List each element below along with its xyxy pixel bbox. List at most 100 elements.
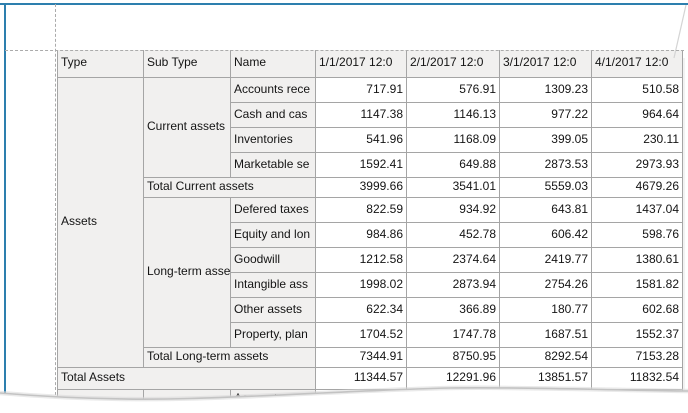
cell-value: 576.91	[406, 76, 500, 103]
cell-value: 1704.52	[315, 321, 407, 348]
cell-value: 7153.28	[591, 346, 683, 368]
page-border-top	[0, 3, 688, 5]
header-cell-name: Name	[230, 49, 316, 78]
header-cell-date-2: 2/1/2017 12:0	[406, 49, 500, 78]
cell-value: 1147.38	[315, 101, 407, 128]
cell-value: 3541.01	[406, 176, 500, 198]
cell-value: 822.59	[315, 196, 407, 223]
cell-name: Property, plan	[230, 321, 316, 348]
cell-name: Inventories	[230, 126, 316, 153]
table-row: Equity and lon 984.86 452.78 606.42 598.…	[58, 221, 683, 248]
partial-row: Accounts	[57, 388, 683, 413]
type-group-cell: Assets	[57, 76, 144, 368]
table-row: Marketable se 1592.41 649.88 2873.53 297…	[58, 151, 683, 178]
cell-value: 977.22	[499, 101, 592, 128]
partial-subtype-cell	[143, 388, 231, 413]
cell-value: 2873.94	[406, 271, 500, 298]
cell-value	[315, 388, 407, 413]
cell-name: Intangible ass	[230, 271, 316, 298]
cell-value: 510.58	[591, 76, 683, 103]
cell-name: Accounts rece	[230, 76, 316, 103]
table-row: Cash and cas 1147.38 1146.13 977.22 964.…	[58, 101, 683, 128]
page-border-left	[4, 3, 6, 394]
table-header-row: Type Sub Type Name 1/1/2017 12:0 2/1/201…	[57, 49, 683, 78]
table-row: Inventories 541.96 1168.09 399.05 230.11	[58, 126, 683, 153]
subtotal-label: Total Long-term assets	[143, 346, 316, 368]
cell-value: 5559.03	[499, 176, 592, 198]
cell-value	[406, 388, 500, 413]
cell-value: 1747.78	[406, 321, 500, 348]
table-row: Long-term assets Defered taxes 822.59 93…	[58, 196, 683, 348]
table-row: Property, plan 1704.52 1747.78 1687.51 1…	[58, 321, 683, 348]
pivot-table: Type Sub Type Name 1/1/2017 12:0 2/1/201…	[57, 49, 683, 413]
cell-value: 964.64	[591, 101, 683, 128]
cell-value: 1380.61	[591, 246, 683, 273]
cell-value: 1687.51	[499, 321, 592, 348]
cell-value: 934.92	[406, 196, 500, 223]
cell-value: 541.96	[315, 126, 407, 153]
subtotal-row-current: Total Current assets 3999.66 3541.01 555…	[58, 176, 683, 198]
cell-value: 717.91	[315, 76, 407, 103]
cell-value: 1168.09	[406, 126, 500, 153]
subtotal-label: Total Current assets	[143, 176, 316, 198]
cell-name: Accounts	[230, 388, 316, 413]
cell-value: 8750.95	[406, 346, 500, 368]
cell-value: 2419.77	[499, 246, 592, 273]
cell-value: 11832.54	[591, 366, 683, 390]
cell-value: 2873.53	[499, 151, 592, 178]
margin-guide-vertical	[55, 4, 56, 400]
cell-value: 1146.13	[406, 101, 500, 128]
header-cell-date-3: 3/1/2017 12:0	[499, 49, 592, 78]
cell-value: 598.76	[591, 221, 683, 248]
cell-value: 1212.58	[315, 246, 407, 273]
cell-value: 230.11	[591, 126, 683, 153]
cell-value: 649.88	[406, 151, 500, 178]
table-row: Assets Current assets Accounts rece 717.…	[57, 76, 683, 368]
cell-value: 8292.54	[499, 346, 592, 368]
cell-name: Defered taxes	[230, 196, 316, 223]
cell-value: 643.81	[499, 196, 592, 223]
cell-name: Equity and lon	[230, 221, 316, 248]
cell-name: Goodwill	[230, 246, 316, 273]
partial-type-cell	[57, 388, 144, 413]
cell-value: 1309.23	[499, 76, 592, 103]
subtotal-row-longterm: Total Long-term assets 7344.91 8750.95 8…	[58, 346, 683, 368]
cell-value: 602.68	[591, 296, 683, 323]
cell-value: 366.89	[406, 296, 500, 323]
cell-value: 452.78	[406, 221, 500, 248]
cell-value: 1552.37	[591, 321, 683, 348]
cell-value: 622.34	[315, 296, 407, 323]
cell-value: 3999.66	[315, 176, 407, 198]
cell-value	[591, 388, 683, 413]
cell-name: Cash and cas	[230, 101, 316, 128]
cell-value: 984.86	[315, 221, 407, 248]
cell-value: 12291.96	[406, 366, 500, 390]
cell-value: 1581.82	[591, 271, 683, 298]
header-cell-type: Type	[57, 49, 144, 78]
cell-value: 11344.57	[315, 366, 407, 390]
cell-value	[499, 388, 592, 413]
cell-value: 1592.41	[315, 151, 407, 178]
table-row: Goodwill 1212.58 2374.64 2419.77 1380.61	[58, 246, 683, 273]
cell-name: Other assets	[230, 296, 316, 323]
cell-value: 1437.04	[591, 196, 683, 223]
grand-total-row: Total Assets 11344.57 12291.96 13851.57 …	[57, 366, 683, 390]
cell-value: 13851.57	[499, 366, 592, 390]
grand-total-label: Total Assets	[57, 366, 316, 390]
cell-value: 606.42	[499, 221, 592, 248]
cell-value: 4679.26	[591, 176, 683, 198]
header-cell-date-4: 4/1/2017 12:0	[591, 49, 683, 78]
cell-value: 2973.93	[591, 151, 683, 178]
table-row: Other assets 622.34 366.89 180.77 602.68	[58, 296, 683, 323]
cell-value: 7344.91	[315, 346, 407, 368]
cell-value: 2374.64	[406, 246, 500, 273]
subtype-group-cell-longterm: Long-term assets	[143, 196, 231, 348]
cell-value: 399.05	[499, 126, 592, 153]
cell-value: 180.77	[499, 296, 592, 323]
margin-guide-horizontal	[5, 50, 684, 51]
header-cell-date-1: 1/1/2017 12:0	[315, 49, 407, 78]
subtype-group-cell-current: Current assets	[143, 76, 231, 178]
table-row: Intangible ass 1998.02 2873.94 2754.26 1…	[58, 271, 683, 298]
cell-name: Marketable se	[230, 151, 316, 178]
